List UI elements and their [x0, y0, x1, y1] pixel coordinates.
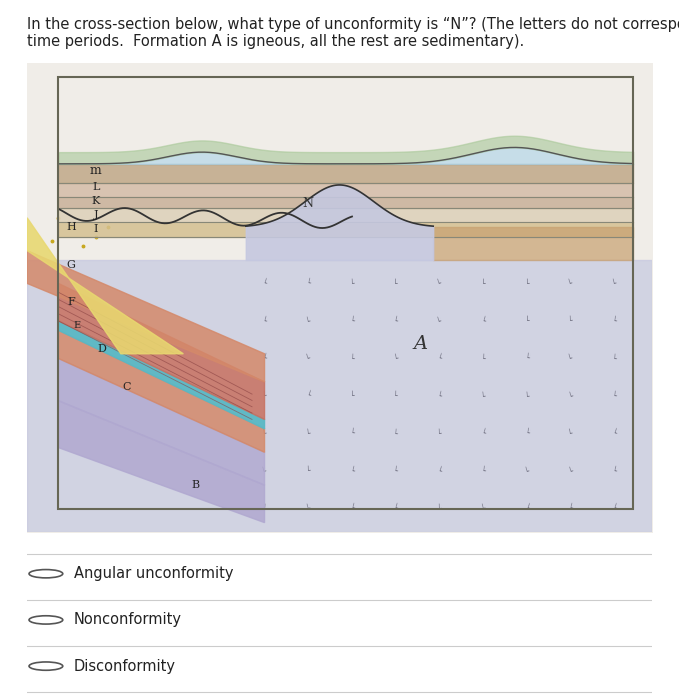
Text: └: └: [393, 279, 398, 288]
Text: └: └: [611, 466, 618, 476]
Polygon shape: [58, 223, 633, 237]
Text: A: A: [414, 335, 428, 354]
Text: └: └: [568, 316, 573, 326]
Text: └: └: [612, 391, 617, 400]
Text: └: └: [437, 504, 442, 513]
Text: G: G: [67, 260, 75, 270]
Text: K: K: [92, 197, 100, 206]
Text: └: └: [305, 503, 312, 514]
Text: └: └: [261, 316, 268, 326]
Text: └: └: [568, 428, 574, 438]
Text: └: └: [525, 316, 529, 326]
Text: └: └: [350, 391, 354, 400]
Text: N: N: [303, 197, 314, 210]
Text: In the cross-section below, what type of unconformity is “N”? (The letters do no: In the cross-section below, what type of…: [27, 18, 679, 32]
Text: └: └: [305, 354, 312, 363]
Text: └: └: [261, 466, 268, 476]
Text: └: └: [349, 316, 355, 326]
Polygon shape: [58, 164, 633, 183]
Text: └: └: [567, 279, 574, 288]
Text: B: B: [191, 480, 200, 490]
Text: └: └: [610, 428, 618, 438]
Text: └: └: [306, 466, 311, 476]
Polygon shape: [58, 197, 633, 209]
Text: └: └: [568, 504, 574, 513]
Polygon shape: [58, 400, 265, 523]
Text: └: └: [479, 428, 487, 438]
Text: Disconformity: Disconformity: [74, 659, 176, 673]
Text: └: └: [480, 316, 487, 326]
Text: └: └: [481, 354, 485, 363]
Polygon shape: [58, 321, 265, 429]
Text: └: └: [567, 391, 574, 401]
Polygon shape: [433, 227, 633, 260]
Text: └: └: [436, 466, 443, 476]
Text: Angular unconformity: Angular unconformity: [74, 566, 234, 581]
Text: └: └: [567, 466, 574, 476]
Polygon shape: [27, 251, 265, 382]
Text: └: └: [261, 428, 268, 438]
Text: └: └: [480, 391, 486, 400]
Text: E: E: [73, 321, 81, 330]
Text: └: └: [524, 466, 530, 476]
Text: └: └: [393, 391, 398, 400]
Polygon shape: [27, 218, 183, 354]
Polygon shape: [58, 358, 265, 485]
Text: H: H: [66, 222, 76, 232]
Text: └: └: [611, 279, 618, 288]
Polygon shape: [58, 330, 265, 452]
Text: └: └: [392, 354, 399, 363]
Text: └: └: [437, 429, 442, 438]
Text: └: └: [305, 391, 312, 401]
Text: └: └: [611, 503, 618, 514]
Text: C: C: [123, 382, 131, 391]
Text: D: D: [98, 344, 107, 354]
Text: └: └: [524, 279, 530, 288]
Text: I: I: [94, 225, 98, 235]
Text: └: └: [436, 316, 443, 326]
Text: └: └: [262, 504, 268, 513]
Text: └: └: [305, 279, 312, 288]
Text: └: └: [436, 391, 443, 401]
Text: └: └: [524, 503, 530, 514]
Text: └: └: [612, 354, 617, 363]
Text: J: J: [94, 211, 98, 220]
Text: Nonconformity: Nonconformity: [74, 612, 182, 627]
Text: └: └: [392, 316, 399, 326]
Text: └: └: [261, 354, 268, 363]
Text: └: └: [349, 504, 355, 513]
Text: └: └: [349, 466, 355, 476]
Text: └: └: [392, 503, 399, 514]
Text: time periods.  Formation A is igneous, all the rest are sedimentary).: time periods. Formation A is igneous, al…: [27, 34, 524, 48]
Text: └: └: [436, 354, 443, 363]
Text: └: └: [393, 429, 399, 438]
Text: └: └: [306, 428, 311, 438]
Text: └: └: [436, 279, 443, 288]
Text: └: └: [480, 504, 486, 513]
Text: └: └: [349, 428, 355, 438]
Text: └: └: [480, 466, 486, 476]
Polygon shape: [27, 260, 652, 532]
Text: └: └: [524, 354, 530, 363]
Text: L: L: [92, 182, 100, 192]
Text: └: └: [567, 354, 574, 363]
Text: └: └: [524, 391, 530, 400]
Text: F: F: [67, 298, 75, 307]
Text: └: └: [611, 316, 617, 326]
Text: └: └: [392, 466, 399, 476]
Text: m: m: [90, 164, 102, 177]
Text: └: └: [261, 279, 268, 288]
Text: └: └: [349, 279, 354, 288]
Text: └: └: [481, 279, 485, 288]
Polygon shape: [58, 183, 633, 197]
Polygon shape: [58, 284, 265, 419]
Text: └: └: [524, 428, 530, 438]
Text: └: └: [350, 354, 354, 363]
Text: └: └: [305, 316, 312, 326]
Text: └: └: [262, 391, 267, 400]
Polygon shape: [58, 209, 633, 223]
